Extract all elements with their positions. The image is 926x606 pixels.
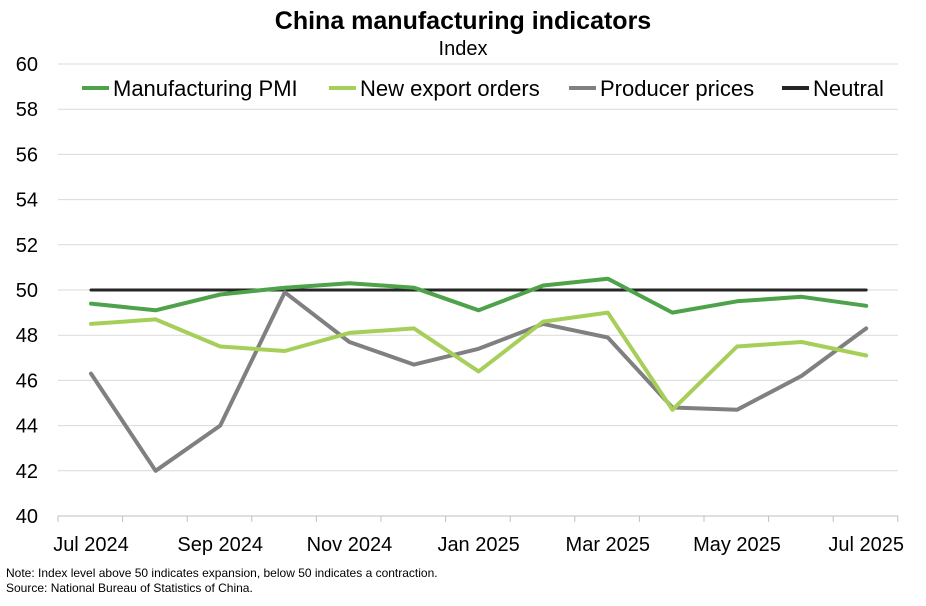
y-tick-label: 50 — [16, 280, 38, 302]
y-tick-label: 46 — [16, 370, 38, 392]
legend-background — [76, 70, 894, 106]
x-tick-label: Mar 2025 — [566, 534, 651, 556]
y-tick-label: 58 — [16, 99, 38, 121]
y-tick-label: 40 — [16, 506, 38, 528]
y-axis: 40 42 44 46 48 50 52 54 56 58 60 — [16, 54, 38, 528]
legend: Manufacturing PMI New export orders Produc… — [82, 76, 884, 101]
x-tick-label: Sep 2024 — [177, 534, 263, 556]
legend-box — [76, 70, 894, 106]
chart-title: China manufacturing indicators — [275, 7, 651, 35]
x-tick-label: May 2025 — [693, 534, 781, 556]
legend-label-new-export-orders: New export orders — [360, 76, 540, 101]
x-tick-label: Nov 2024 — [307, 534, 393, 556]
series-lines — [89, 276, 869, 473]
y-tick-label: 60 — [16, 54, 38, 76]
source-note: Source: National Bureau of Statistics of… — [6, 581, 253, 595]
gridlines — [58, 63, 898, 472]
series-line-producer-prices — [89, 290, 869, 473]
series-line-manufacturing-pmi — [89, 276, 869, 315]
series-line-new-export-orders — [89, 310, 869, 412]
legend-label-neutral: Neutral — [813, 76, 884, 101]
y-tick-label: 54 — [16, 190, 38, 212]
x-axis: Jul 2024 Sep 2024 Nov 2024 Jan 2025 Mar 2025… — [53, 515, 904, 556]
legend-label-manufacturing-pmi: Manufacturing PMI — [113, 76, 298, 101]
legend-label-producer-prices: Producer prices — [600, 76, 754, 101]
y-tick-label: 52 — [16, 235, 38, 257]
y-tick-label: 56 — [16, 144, 38, 166]
y-tick-label: 48 — [16, 325, 38, 347]
x-tick-label: Jul 2024 — [53, 534, 129, 556]
footnote: Note: Index level above 50 indicates exp… — [6, 566, 438, 580]
x-tick-label: Jul 2025 — [828, 534, 904, 556]
x-tick-label: Jan 2025 — [437, 534, 519, 556]
y-tick-label: 44 — [16, 416, 38, 438]
y-tick-label: 42 — [16, 461, 38, 483]
chart-subtitle: Index — [439, 38, 488, 60]
